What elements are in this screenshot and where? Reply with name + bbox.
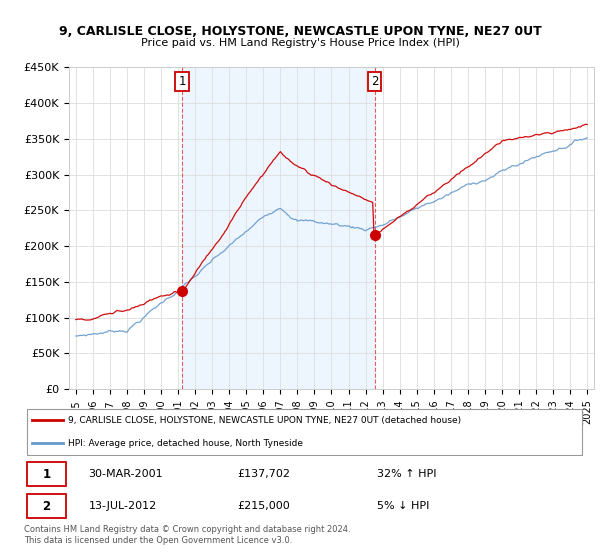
Bar [182, 67, 375, 389]
Text: Price paid vs. HM Land Registry's House Price Index (HPI): Price paid vs. HM Land Registry's House … [140, 38, 460, 48]
Text: Contains HM Land Registry data © Crown copyright and database right 2024.
This d: Contains HM Land Registry data © Crown c… [24, 525, 350, 545]
Text: £137,702: £137,702 [237, 469, 290, 479]
Text: 2: 2 [43, 500, 50, 512]
Text: 30-MAR-2001: 30-MAR-2001 [89, 469, 163, 479]
Text: 32% ↑ HPI: 32% ↑ HPI [377, 469, 437, 479]
Text: £215,000: £215,000 [237, 501, 290, 511]
Text: 2: 2 [371, 75, 379, 88]
Text: 13-JUL-2012: 13-JUL-2012 [89, 501, 157, 511]
Text: 9, CARLISLE CLOSE, HOLYSTONE, NEWCASTLE UPON TYNE, NE27 0UT (detached house): 9, CARLISLE CLOSE, HOLYSTONE, NEWCASTLE … [68, 416, 461, 425]
Text: HPI: Average price, detached house, North Tyneside: HPI: Average price, detached house, Nort… [68, 438, 303, 447]
Text: 1: 1 [178, 75, 186, 88]
FancyBboxPatch shape [27, 409, 582, 455]
Text: 5% ↓ HPI: 5% ↓ HPI [377, 501, 430, 511]
FancyBboxPatch shape [27, 494, 66, 518]
Text: 9, CARLISLE CLOSE, HOLYSTONE, NEWCASTLE UPON TYNE, NE27 0UT: 9, CARLISLE CLOSE, HOLYSTONE, NEWCASTLE … [59, 25, 541, 38]
Text: 1: 1 [43, 468, 50, 481]
FancyBboxPatch shape [27, 463, 66, 487]
